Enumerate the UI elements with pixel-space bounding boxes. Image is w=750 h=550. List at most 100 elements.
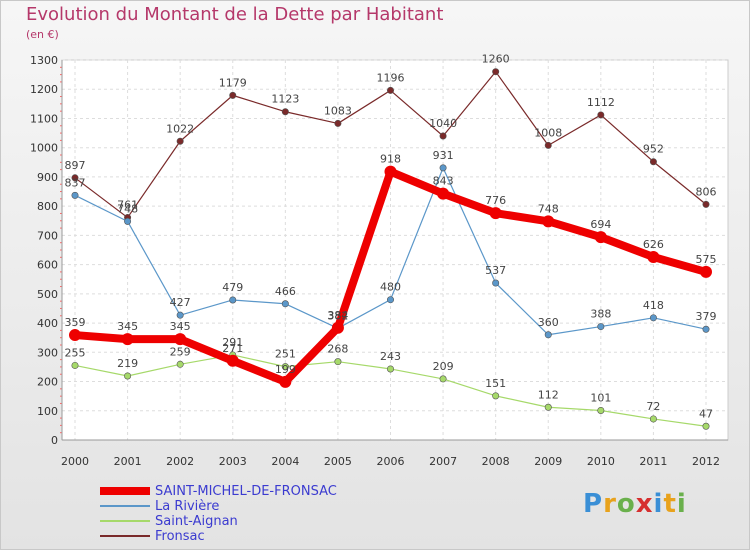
data-point bbox=[649, 314, 657, 322]
data-label: 219 bbox=[117, 357, 138, 370]
data-label: 806 bbox=[696, 185, 717, 198]
data-label: 345 bbox=[170, 320, 191, 333]
x-tick-label: 2010 bbox=[587, 455, 615, 468]
data-label: 427 bbox=[170, 296, 191, 309]
data-label: 748 bbox=[538, 202, 559, 215]
data-point bbox=[544, 403, 552, 411]
legend-label: SAINT-MICHEL-DE-FRONSAC bbox=[155, 484, 337, 499]
x-tick-label: 2011 bbox=[639, 455, 667, 468]
data-point bbox=[124, 372, 132, 380]
data-point bbox=[702, 325, 710, 333]
data-label: 1008 bbox=[534, 126, 562, 139]
x-tick-label: 2006 bbox=[377, 455, 405, 468]
y-tick-label: 300 bbox=[37, 346, 58, 359]
legend-label: La Rivière bbox=[155, 499, 220, 514]
data-label: 575 bbox=[696, 253, 717, 266]
data-label: 388 bbox=[590, 308, 611, 321]
data-point bbox=[69, 329, 81, 342]
y-tick-label: 100 bbox=[37, 405, 58, 418]
data-point bbox=[174, 333, 187, 346]
x-tick-label: 2001 bbox=[114, 455, 142, 468]
data-label: 1083 bbox=[324, 104, 352, 117]
data-point bbox=[437, 187, 450, 200]
data-point bbox=[700, 265, 712, 278]
data-point bbox=[121, 333, 134, 346]
legend-item: SAINT-MICHEL-DE-FRONSAC bbox=[100, 484, 400, 499]
y-tick-label: 400 bbox=[37, 317, 58, 330]
legend-label: Saint-Aignan bbox=[155, 514, 238, 529]
data-label: 480 bbox=[380, 281, 401, 294]
data-point bbox=[439, 164, 447, 172]
data-label: 209 bbox=[433, 360, 454, 373]
data-label: 1123 bbox=[271, 93, 299, 106]
data-label: 843 bbox=[433, 175, 454, 188]
data-point bbox=[281, 363, 289, 371]
data-point bbox=[542, 215, 555, 228]
data-point bbox=[492, 68, 500, 76]
data-label: 1179 bbox=[219, 76, 247, 89]
plot-area bbox=[61, 59, 729, 441]
unit-label: (en €) bbox=[26, 28, 59, 41]
data-point bbox=[649, 415, 657, 423]
y-tick-label: 500 bbox=[37, 288, 58, 301]
data-point bbox=[71, 174, 79, 182]
data-point bbox=[386, 296, 394, 304]
data-point bbox=[597, 406, 605, 414]
data-label: 418 bbox=[643, 299, 664, 312]
data-point bbox=[71, 361, 79, 369]
data-point bbox=[176, 360, 184, 368]
data-label: 1196 bbox=[377, 71, 405, 84]
data-point bbox=[439, 132, 447, 140]
y-tick-label: 700 bbox=[37, 229, 58, 242]
data-label: 931 bbox=[433, 149, 454, 162]
logo-letter: i bbox=[676, 489, 687, 519]
logo-letter: t bbox=[663, 489, 677, 519]
data-label: 345 bbox=[117, 320, 138, 333]
data-label: 1040 bbox=[429, 117, 457, 130]
y-tick-label: 0 bbox=[51, 434, 58, 447]
data-label: 47 bbox=[699, 407, 713, 420]
data-point bbox=[229, 91, 237, 99]
data-label: 151 bbox=[485, 377, 506, 390]
data-point bbox=[279, 375, 292, 388]
data-label: 72 bbox=[646, 400, 660, 413]
data-point bbox=[281, 300, 289, 308]
legend-label: Fronsac bbox=[155, 529, 205, 544]
legend: SAINT-MICHEL-DE-FRONSAC La Rivière Saint-A… bbox=[100, 484, 400, 544]
data-point bbox=[386, 86, 394, 94]
data-point bbox=[439, 375, 447, 383]
data-point bbox=[71, 191, 79, 199]
y-tick-label: 600 bbox=[37, 259, 58, 272]
y-tick-label: 800 bbox=[37, 200, 58, 213]
data-label: 382 bbox=[327, 309, 348, 322]
y-tick-label: 900 bbox=[37, 171, 58, 184]
data-label: 837 bbox=[65, 176, 86, 189]
legend-item: Saint-Aignan bbox=[100, 514, 400, 529]
data-point bbox=[124, 217, 132, 225]
logo-letter: x bbox=[635, 489, 654, 519]
data-point bbox=[649, 158, 657, 166]
data-label: 251 bbox=[275, 348, 296, 361]
data-label: 1112 bbox=[587, 96, 615, 109]
data-label: 1260 bbox=[482, 53, 510, 66]
data-point bbox=[384, 165, 397, 178]
data-point bbox=[647, 251, 660, 264]
y-tick-label: 1000 bbox=[30, 142, 58, 155]
legend-swatch bbox=[100, 505, 150, 507]
logo-letter: i bbox=[653, 489, 664, 519]
x-tick-label: 2000 bbox=[61, 455, 89, 468]
data-point bbox=[386, 365, 394, 373]
data-point bbox=[492, 392, 500, 400]
data-label: 271 bbox=[222, 342, 243, 355]
data-label: 897 bbox=[65, 159, 86, 172]
data-point bbox=[597, 323, 605, 331]
y-tick-label: 1100 bbox=[30, 112, 58, 125]
data-point bbox=[544, 331, 552, 339]
data-label: 291 bbox=[222, 336, 243, 349]
data-label: 255 bbox=[65, 346, 86, 359]
data-label: 360 bbox=[538, 316, 559, 329]
data-label: 748 bbox=[117, 202, 138, 215]
logo-letter: P bbox=[583, 489, 604, 519]
data-label: 537 bbox=[485, 264, 506, 277]
